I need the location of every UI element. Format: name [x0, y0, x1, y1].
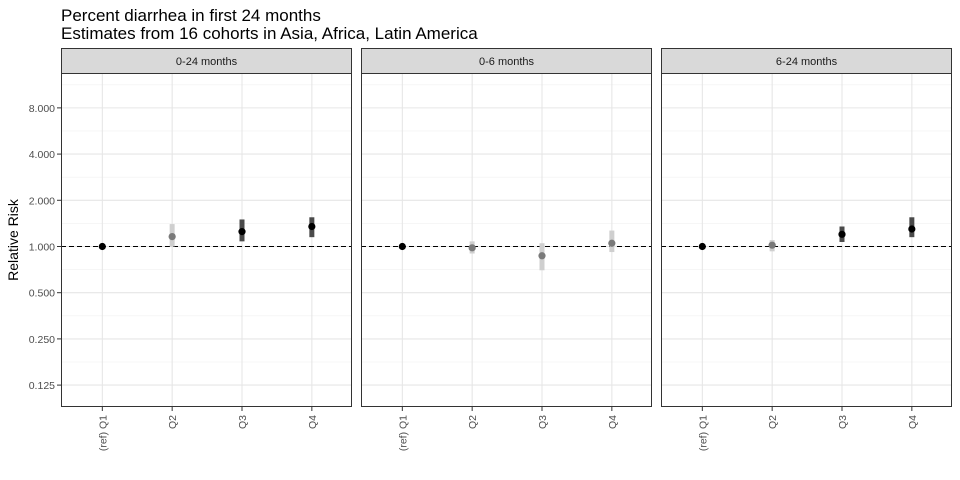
x-tick-label: (ref) Q1 — [97, 415, 109, 451]
y-tick-label: 0.500 — [29, 288, 55, 300]
x-tick-label: Q3 — [237, 415, 249, 429]
estimate-point — [608, 239, 616, 247]
x-tick-label: Q3 — [537, 415, 549, 429]
estimate-point — [908, 225, 916, 233]
estimate-point — [468, 244, 476, 252]
estimate-point — [98, 242, 106, 251]
chart-subtitle: Estimates from 16 cohorts in Asia, Afric… — [61, 24, 478, 43]
x-tick-label: Q2 — [767, 415, 779, 429]
x-tick-label: Q4 — [607, 415, 619, 429]
chart-title: Percent diarrhea in first 24 months — [61, 6, 321, 25]
strip-background — [61, 48, 352, 74]
facet-panel: 0-24 months (ref) Q1 Q2 Q3 Q4 — [61, 48, 352, 451]
facet-panel: 0-6 months (ref) Q1 Q2 Q3 Q4 — [361, 48, 652, 451]
x-tick-label: Q4 — [907, 415, 919, 429]
strip-background — [661, 48, 952, 74]
y-tick-label: 4.000 — [29, 149, 55, 161]
x-tick-label: Q4 — [307, 415, 319, 429]
estimate-point — [308, 222, 316, 231]
strip-background — [361, 48, 652, 74]
facet-panel: 6-24 months (ref) Q1 Q2 Q3 Q4 — [661, 48, 952, 451]
estimate-point — [698, 242, 706, 251]
x-tick-label: (ref) Q1 — [397, 415, 409, 451]
x-tick-label: (ref) Q1 — [697, 415, 709, 451]
y-tick-label: 2.000 — [29, 195, 55, 207]
y-axis: 0.125 0.250 0.500 1.000 2.000 4.000 8.000 — [29, 103, 61, 392]
estimate-point — [398, 242, 406, 251]
strip-label: 0-6 months — [479, 56, 535, 68]
estimate-point — [768, 241, 776, 249]
y-tick-label: 1.000 — [29, 241, 55, 253]
x-tick-label: Q2 — [467, 415, 479, 429]
y-tick-label: 8.000 — [29, 103, 55, 115]
estimate-point — [538, 252, 546, 260]
estimate-point — [168, 232, 176, 241]
estimate-point — [838, 230, 846, 238]
strip-label: 0-24 months — [176, 56, 238, 68]
y-tick-label: 0.250 — [29, 334, 55, 346]
y-axis-title: Relative Risk — [5, 198, 21, 281]
y-tick-label: 0.125 — [29, 380, 55, 392]
panel-background — [61, 73, 352, 407]
panel-background — [361, 73, 652, 407]
x-tick-label: Q2 — [167, 415, 179, 429]
estimate-point — [238, 228, 246, 236]
facet-panels: 0-24 months (ref) Q1 Q2 Q3 Q4 0-6 months (ref)… — [61, 48, 952, 451]
strip-label: 6-24 months — [776, 56, 838, 68]
panel-background — [661, 73, 952, 407]
x-tick-label: Q3 — [837, 415, 849, 429]
